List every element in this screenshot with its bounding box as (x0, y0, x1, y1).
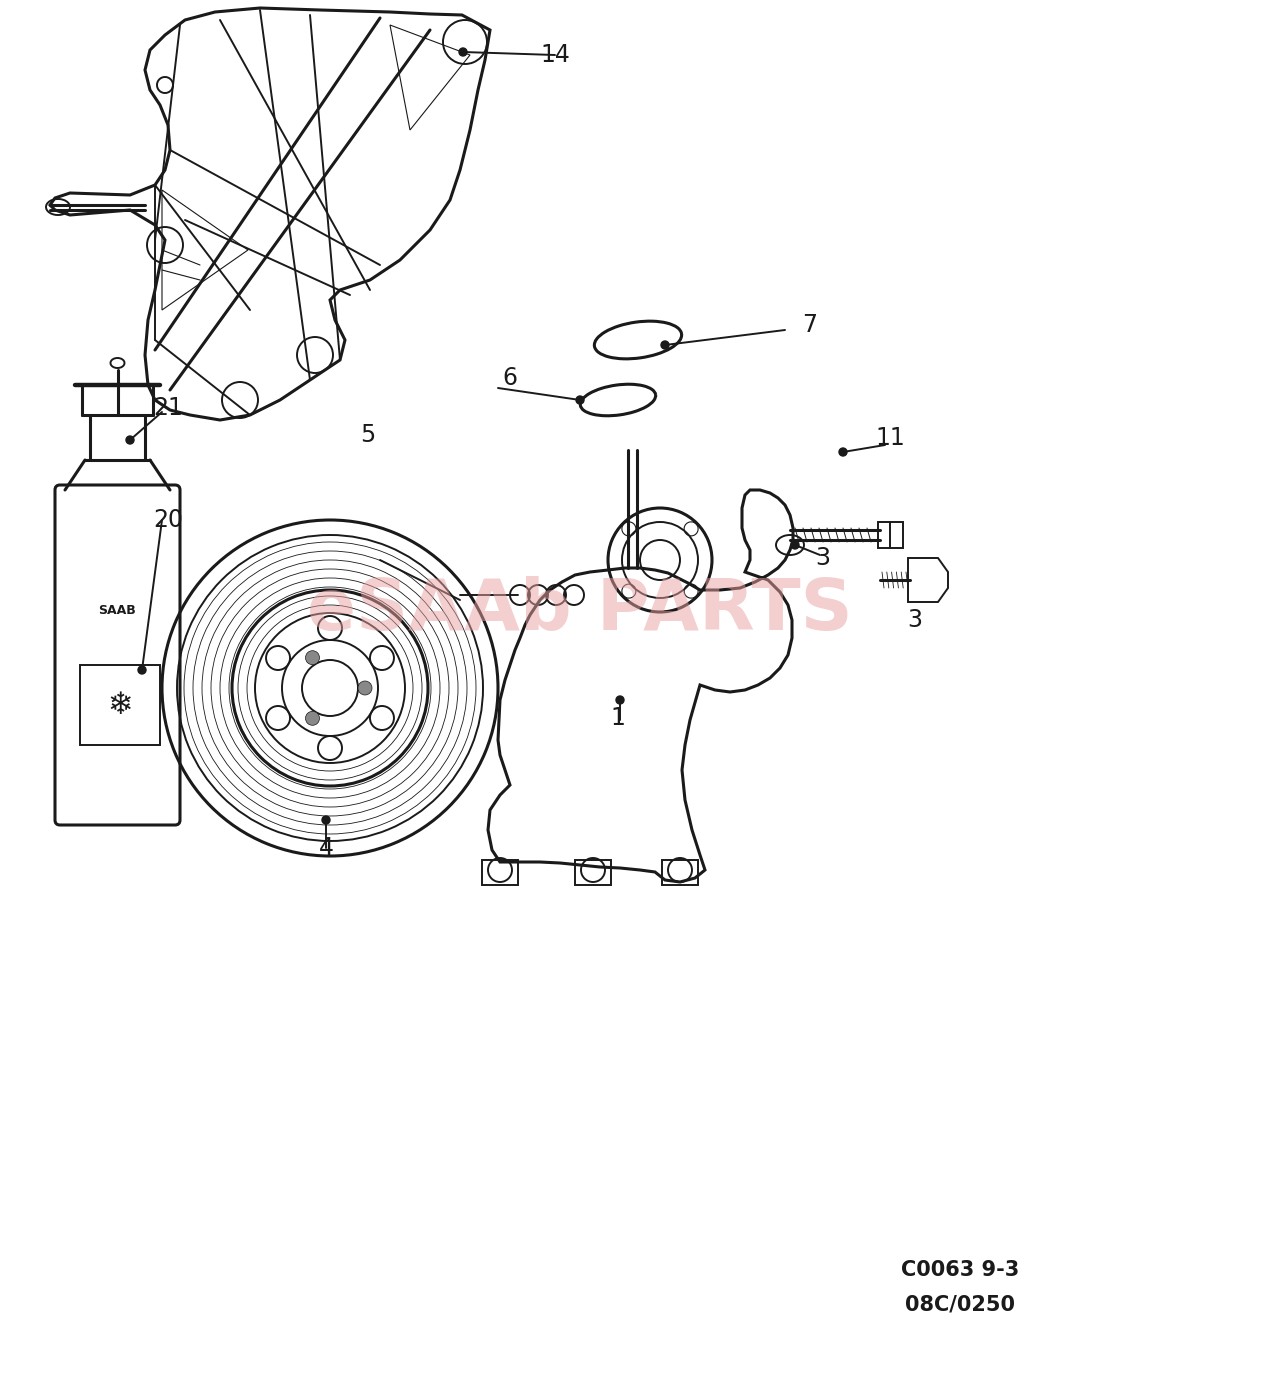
Bar (878, 522, 903, 548)
Circle shape (791, 541, 799, 550)
Bar (482, 861, 518, 886)
Circle shape (840, 448, 847, 457)
Text: 14: 14 (540, 43, 570, 67)
Bar (575, 861, 611, 886)
Circle shape (305, 711, 319, 726)
Text: 3: 3 (907, 608, 923, 632)
Circle shape (305, 651, 319, 665)
Circle shape (126, 436, 134, 444)
Text: ❄: ❄ (107, 690, 133, 719)
Text: 5: 5 (360, 423, 375, 447)
Text: C0063 9-3: C0063 9-3 (901, 1260, 1020, 1280)
Circle shape (616, 695, 624, 704)
Circle shape (575, 396, 584, 404)
Text: 4: 4 (319, 836, 333, 861)
Text: 7: 7 (803, 314, 818, 337)
Circle shape (138, 666, 145, 675)
Circle shape (359, 682, 373, 695)
Text: 21: 21 (153, 396, 182, 421)
Circle shape (322, 816, 330, 824)
Text: 11: 11 (875, 426, 905, 450)
Text: SAAB: SAAB (98, 604, 135, 616)
Circle shape (661, 341, 669, 348)
Bar (662, 861, 698, 886)
Text: 20: 20 (153, 508, 182, 532)
Circle shape (459, 49, 467, 56)
Text: eSAAb PARTS: eSAAb PARTS (308, 576, 852, 644)
Bar (80, 665, 160, 745)
Text: 08C/0250: 08C/0250 (905, 1295, 1014, 1314)
Text: 3: 3 (815, 545, 831, 570)
Text: 1: 1 (610, 706, 625, 730)
Text: 6: 6 (503, 366, 518, 390)
